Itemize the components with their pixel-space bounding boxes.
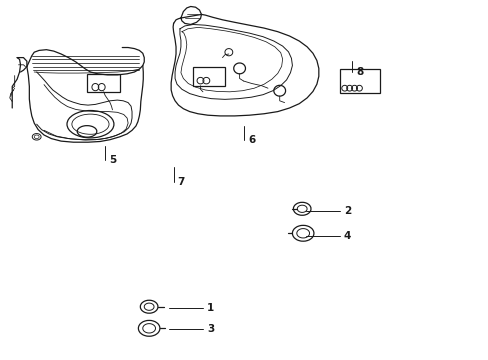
Text: 6: 6 [248,135,255,145]
Bar [339,69,379,93]
Text: 1: 1 [206,303,214,313]
Text: 8: 8 [355,67,363,77]
Text: 5: 5 [109,155,116,165]
Text: 2: 2 [343,206,350,216]
Bar [193,67,224,86]
Text: 3: 3 [206,324,214,334]
Text: 7: 7 [177,177,184,187]
Bar [87,74,120,92]
Text: 4: 4 [343,231,350,241]
